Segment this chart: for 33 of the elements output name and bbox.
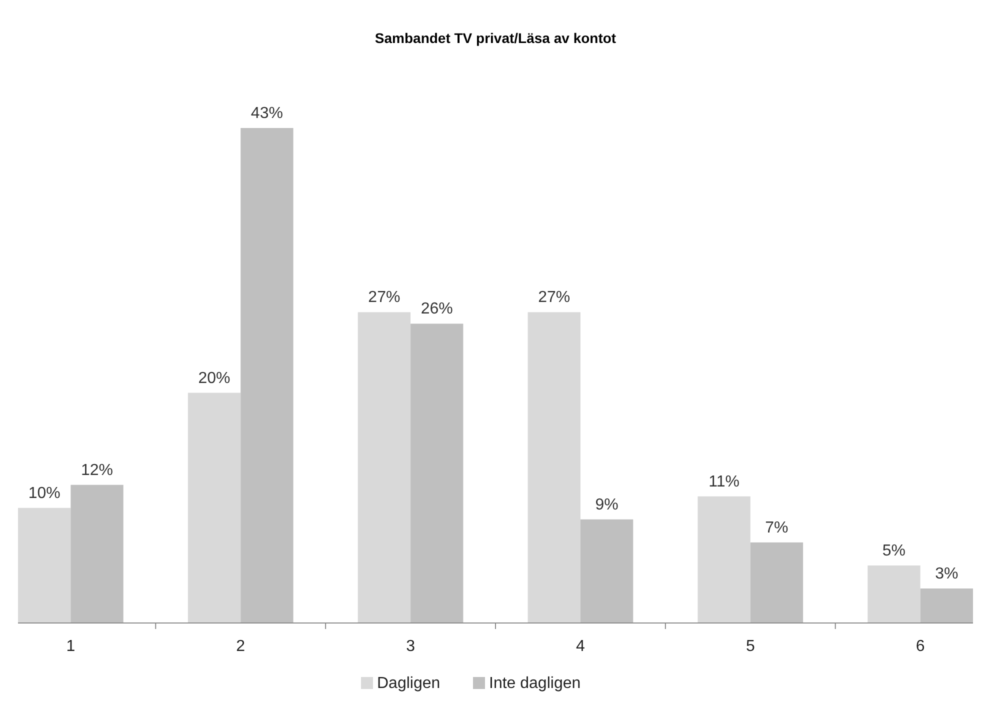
bar — [580, 519, 634, 623]
x-tick-label: 6 — [916, 638, 925, 655]
data-label: 10% — [28, 484, 60, 502]
bar — [70, 484, 124, 623]
bar — [410, 324, 464, 623]
x-tick-label: 5 — [746, 638, 755, 655]
data-label: 11% — [708, 473, 740, 490]
data-label: 12% — [81, 462, 114, 479]
bar — [358, 312, 411, 623]
data-label: 27% — [538, 289, 570, 306]
x-tick-label: 1 — [66, 638, 76, 655]
bar — [188, 392, 241, 623]
x-tick-label: 4 — [576, 638, 586, 655]
bar — [18, 508, 71, 623]
bar — [528, 312, 580, 623]
bar — [240, 128, 294, 623]
bar — [750, 542, 804, 623]
bar — [868, 565, 920, 623]
data-label: 43% — [250, 105, 283, 122]
x-tick-label: 2 — [236, 638, 246, 655]
data-label: 27% — [368, 289, 400, 306]
bar — [698, 496, 750, 623]
data-label: 5% — [882, 542, 906, 560]
data-label: 20% — [198, 370, 230, 387]
x-tick-label: 3 — [406, 638, 416, 655]
data-label: 26% — [420, 300, 453, 318]
chart-title: Sambandet TV privat/Läsa av kontot — [374, 30, 616, 46]
data-label: 9% — [595, 496, 618, 514]
bar — [920, 588, 973, 623]
data-label: 3% — [935, 565, 958, 582]
legend-label: Inte dagligen — [489, 675, 581, 692]
legend-label: Dagligen — [377, 675, 440, 692]
data-label: 7% — [765, 519, 788, 536]
